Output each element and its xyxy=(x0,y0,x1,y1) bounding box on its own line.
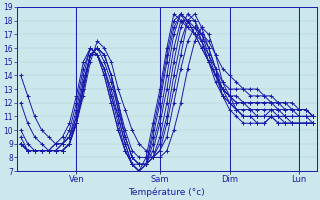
X-axis label: Température (°c): Température (°c) xyxy=(129,187,205,197)
